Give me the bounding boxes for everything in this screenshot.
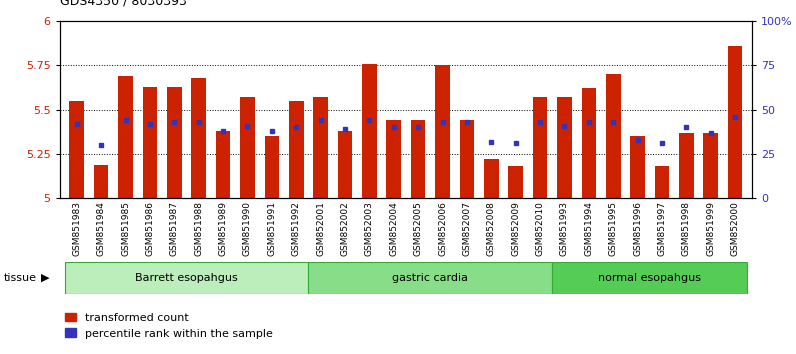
Text: GSM851990: GSM851990 [243, 201, 252, 256]
Bar [630, 136, 645, 198]
Bar [69, 101, 84, 198]
Bar [533, 97, 548, 198]
Text: GDS4350 / 8030393: GDS4350 / 8030393 [60, 0, 186, 7]
Bar [314, 97, 328, 198]
Text: GSM852005: GSM852005 [414, 201, 423, 256]
Text: GSM852006: GSM852006 [438, 201, 447, 256]
Text: GSM851984: GSM851984 [96, 201, 106, 256]
Text: GSM851993: GSM851993 [560, 201, 569, 256]
Text: GSM851997: GSM851997 [657, 201, 666, 256]
Bar [338, 131, 353, 198]
Bar [679, 133, 693, 198]
Text: GSM851991: GSM851991 [267, 201, 276, 256]
Bar [191, 78, 206, 198]
Bar [654, 166, 669, 198]
Text: GSM851987: GSM851987 [170, 201, 179, 256]
Text: GSM851983: GSM851983 [72, 201, 81, 256]
Bar [552, 262, 747, 294]
Bar [264, 136, 279, 198]
Bar [386, 120, 401, 198]
Bar [94, 165, 108, 198]
Bar [119, 76, 133, 198]
Text: GSM851989: GSM851989 [219, 201, 228, 256]
Bar [606, 74, 621, 198]
Text: GSM852003: GSM852003 [365, 201, 374, 256]
Text: GSM851992: GSM851992 [291, 201, 301, 256]
Legend: transformed count, percentile rank within the sample: transformed count, percentile rank withi… [65, 313, 273, 338]
Text: GSM852009: GSM852009 [511, 201, 521, 256]
Text: GSM852007: GSM852007 [462, 201, 471, 256]
Text: GSM852001: GSM852001 [316, 201, 325, 256]
Bar [362, 64, 377, 198]
Text: normal esopahgus: normal esopahgus [599, 273, 701, 283]
Text: tissue: tissue [4, 273, 37, 283]
Bar [557, 97, 572, 198]
Bar [484, 159, 498, 198]
Text: Barrett esopahgus: Barrett esopahgus [135, 273, 238, 283]
Text: GSM851996: GSM851996 [633, 201, 642, 256]
Text: GSM852008: GSM852008 [487, 201, 496, 256]
Text: GSM851995: GSM851995 [609, 201, 618, 256]
Bar [216, 131, 230, 198]
Text: GSM852002: GSM852002 [341, 201, 349, 256]
Text: GSM851988: GSM851988 [194, 201, 203, 256]
Bar [308, 262, 552, 294]
Bar [167, 87, 181, 198]
Text: ▶: ▶ [41, 273, 50, 283]
Bar [459, 120, 474, 198]
Bar [509, 166, 523, 198]
Bar [142, 87, 158, 198]
Text: GSM851999: GSM851999 [706, 201, 716, 256]
Text: gastric cardia: gastric cardia [392, 273, 468, 283]
Bar [240, 97, 255, 198]
Bar [728, 46, 743, 198]
Bar [704, 133, 718, 198]
Bar [435, 65, 450, 198]
Text: GSM852004: GSM852004 [389, 201, 398, 256]
Text: GSM852010: GSM852010 [536, 201, 544, 256]
Text: GSM851985: GSM851985 [121, 201, 130, 256]
Bar [582, 88, 596, 198]
Text: GSM851998: GSM851998 [682, 201, 691, 256]
Text: GSM851986: GSM851986 [146, 201, 154, 256]
Text: GSM851994: GSM851994 [584, 201, 593, 256]
Bar [289, 101, 303, 198]
Bar [64, 262, 308, 294]
Text: GSM852000: GSM852000 [731, 201, 739, 256]
Bar [411, 120, 426, 198]
